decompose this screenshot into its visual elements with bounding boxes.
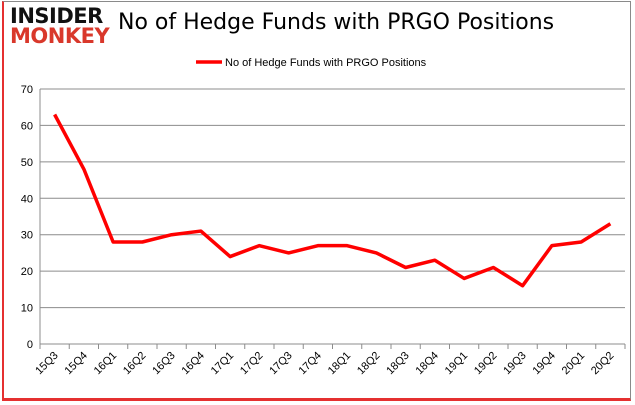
- x-tick-label: 18Q1: [326, 350, 354, 378]
- y-tick-label: 20: [21, 266, 33, 278]
- y-tick-label: 40: [21, 193, 33, 205]
- y-tick-label: 10: [21, 303, 33, 315]
- x-tick-label: 19Q2: [472, 350, 500, 378]
- x-tick-label: 17Q2: [238, 350, 266, 378]
- series-line: [53, 113, 612, 288]
- chart-title: No of Hedge Funds with PRGO Positions: [118, 10, 555, 35]
- y-tick-label: 60: [21, 120, 33, 132]
- legend-label: No of Hedge Funds with PRGO Positions: [225, 57, 427, 69]
- x-tick-label: 18Q2: [355, 350, 383, 378]
- x-tick-label: 19Q4: [530, 350, 558, 378]
- y-tick-label: 0: [27, 339, 33, 351]
- x-tick-label: 16Q4: [179, 350, 207, 378]
- x-tick-label: 19Q3: [501, 350, 529, 378]
- x-tick-label: 17Q4: [296, 350, 324, 378]
- y-tick-label: 50: [21, 157, 33, 169]
- x-tick-label: 18Q3: [384, 350, 412, 378]
- x-tick-label: 20Q2: [589, 350, 617, 378]
- y-tick-label: 30: [21, 230, 33, 242]
- x-tick-label: 17Q3: [267, 350, 295, 378]
- x-tick-label: 16Q3: [150, 350, 178, 378]
- x-tick-label: 17Q1: [209, 350, 237, 378]
- chart-frame: [2, 1, 631, 401]
- x-tick-label: 15Q3: [33, 350, 61, 378]
- x-tick-label: 16Q1: [92, 350, 120, 378]
- y-tick-label: 70: [21, 84, 33, 96]
- x-tick-label: 16Q2: [121, 350, 149, 378]
- x-tick-label: 19Q1: [443, 350, 471, 378]
- logo-line1: INSIDER: [10, 4, 103, 28]
- x-tick-label: 20Q1: [560, 350, 588, 378]
- insider-monkey-logo: INSIDER MONKEY: [10, 4, 110, 48]
- x-tick-label: 15Q4: [62, 350, 90, 378]
- x-tick-label: 18Q4: [413, 350, 441, 378]
- logo-line2: MONKEY: [10, 24, 110, 48]
